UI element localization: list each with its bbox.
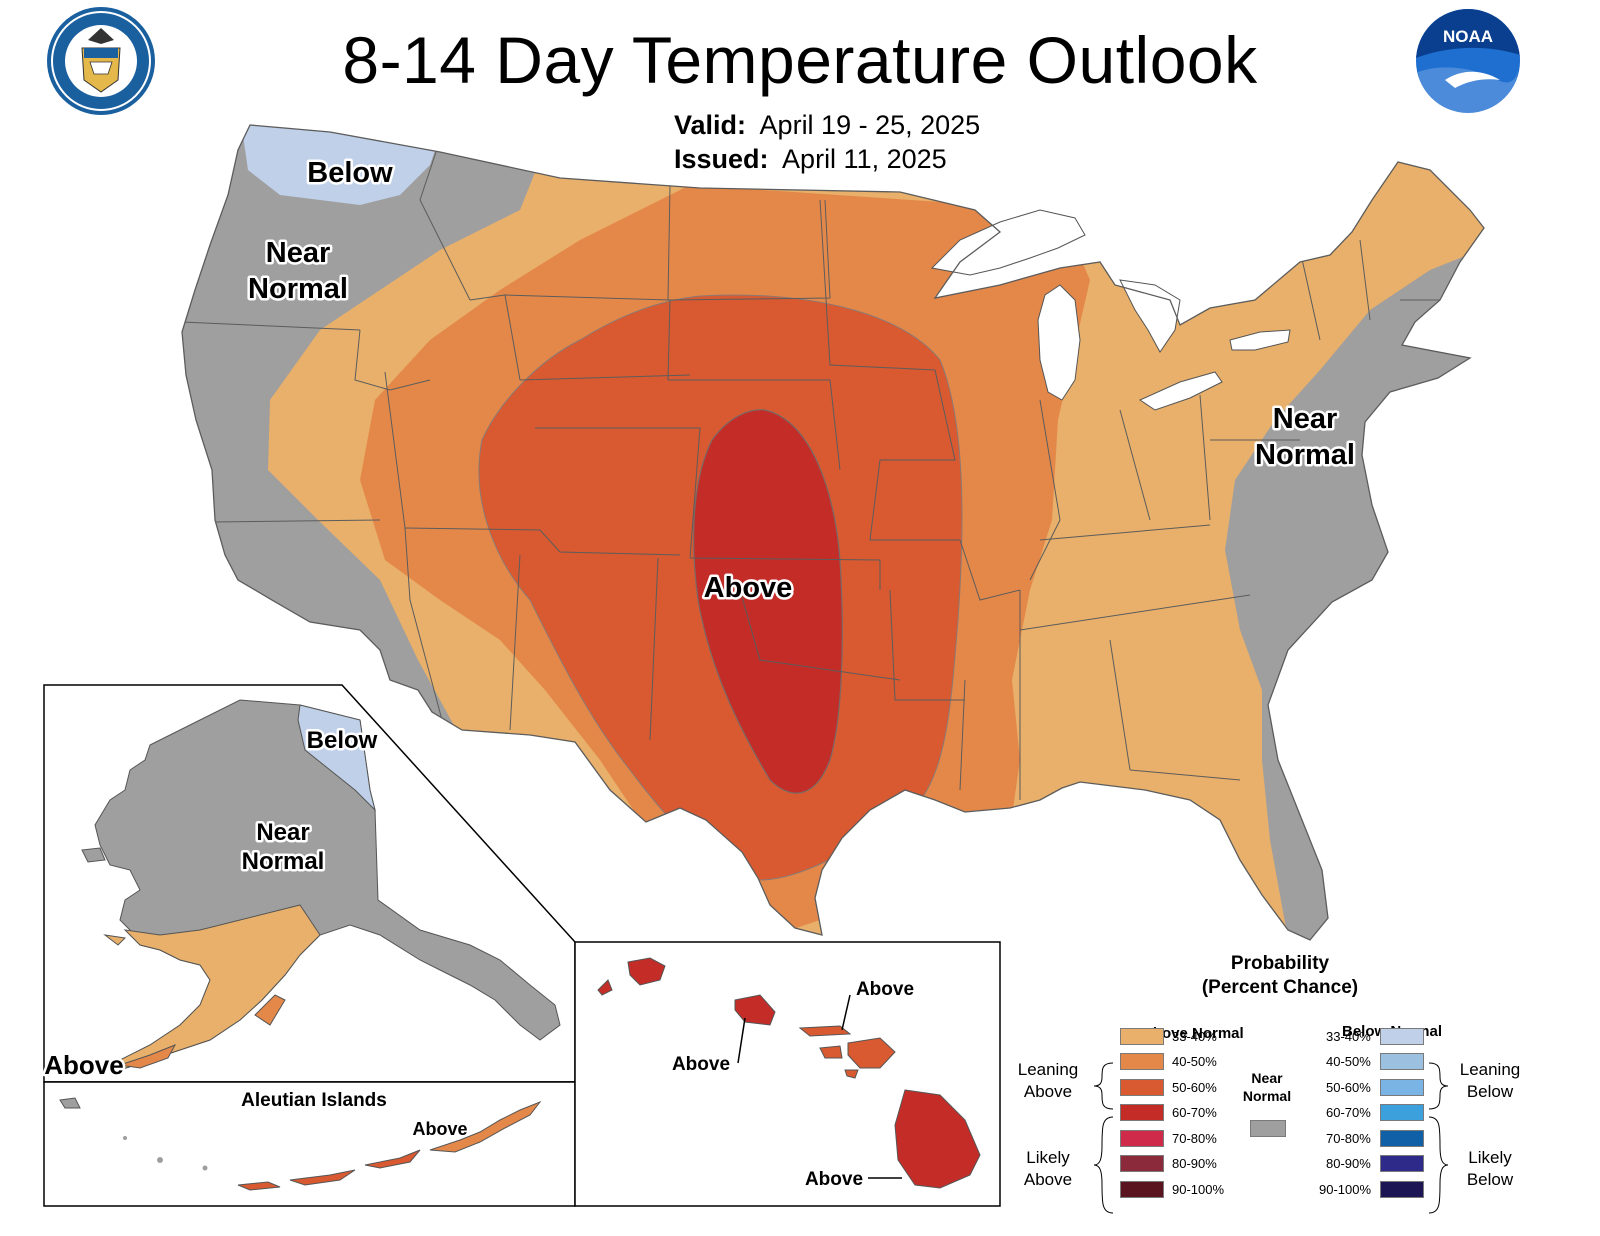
legend-below-swatch-6 <box>1380 1155 1424 1172</box>
legend-title-1: Probability <box>1230 953 1330 974</box>
legend-below-range-6: 80-90% <box>1326 1156 1371 1171</box>
legend-below-swatch-1 <box>1380 1028 1424 1045</box>
conus-near-normal-east-label-1: Near <box>1273 403 1338 435</box>
legend-below-range-4: 60-70% <box>1326 1105 1371 1120</box>
page-title: 8-14 Day Temperature Outlook <box>342 23 1258 97</box>
lake-superior <box>930 209 1086 276</box>
legend-above-swatch-6 <box>1120 1155 1164 1172</box>
legend-leaning-above-1: Leaning <box>1017 1060 1079 1079</box>
commerce-seal <box>47 7 155 115</box>
legend-above-swatch-4 <box>1120 1104 1164 1121</box>
legend-near-normal-swatch <box>1250 1120 1286 1137</box>
legend-title-2: (Percent Chance) <box>1201 977 1359 998</box>
alaska-below <box>297 704 376 812</box>
legend-brace-right <box>1428 1062 1449 1214</box>
legend-likely-below: Likely Below <box>1450 1147 1530 1191</box>
conus-above-60-70 <box>693 409 843 794</box>
aleutian-above-label: Above <box>412 1119 467 1139</box>
legend-below-range-5: 70-80% <box>1326 1131 1371 1146</box>
legend-above-header: Above Normal <box>1142 1025 1244 1042</box>
alaska-below-label: Below <box>307 727 378 754</box>
legend-leaning-below: Leaning Below <box>1450 1059 1530 1103</box>
legend-above-range-2: 40-50% <box>1172 1054 1217 1069</box>
issued-date: April 11, 2025 <box>782 144 947 174</box>
noaa-logo: NOAA <box>1416 9 1520 113</box>
hawaii-above-label-3: Above <box>805 1169 863 1190</box>
aleutian-islands <box>59 1097 542 1191</box>
legend-above-swatch-7 <box>1120 1181 1164 1198</box>
legend-above-swatch-1 <box>1120 1028 1164 1045</box>
legend-likely-below-2: Below <box>1466 1170 1514 1189</box>
legend-above-range-5: 70-80% <box>1172 1131 1217 1146</box>
legend-leaning-above-2: Above <box>1023 1082 1073 1101</box>
hawaii-above-label-2: Above <box>672 1054 730 1075</box>
conus-near-normal-west-label-2: Normal <box>248 273 348 305</box>
aleutian-inset-frame <box>43 1081 576 1207</box>
legend-below-swatch-5 <box>1380 1130 1424 1147</box>
legend-below-range-7: 90-100% <box>1319 1182 1372 1197</box>
aleutian-title: Aleutian Islands <box>241 1090 387 1111</box>
legend-below-range-2: 40-50% <box>1326 1054 1371 1069</box>
noaa-logo-text: NOAA <box>1443 27 1493 46</box>
legend-above-range-6: 80-90% <box>1172 1156 1217 1171</box>
legend-below-swatch-3 <box>1380 1079 1424 1096</box>
legend-below-swatch-4 <box>1380 1104 1424 1121</box>
valid-label: Valid: <box>674 110 747 140</box>
legend-above-range-1: 33-40% <box>1172 1029 1217 1044</box>
conus-above-label: Above <box>704 572 793 604</box>
lake-michigan <box>1037 284 1081 401</box>
hawaii-above-label-1: Above <box>856 979 914 1000</box>
state-boundaries <box>182 139 1440 800</box>
legend-near-normal-label: Near Normal <box>1230 1069 1304 1105</box>
legend-above-swatch-3 <box>1120 1079 1164 1096</box>
legend-brace-left <box>1093 1062 1114 1214</box>
legend-below-range-3: 50-60% <box>1326 1080 1371 1095</box>
issued-line: Issued: April 11, 2025 <box>674 142 980 176</box>
issued-label: Issued: <box>674 144 769 174</box>
legend-leaning-above: Leaning Above <box>1012 1059 1084 1103</box>
legend-likely-above-2: Above <box>1023 1170 1073 1189</box>
legend-above-range-4: 60-70% <box>1172 1105 1217 1120</box>
legend-near-normal-2: Normal <box>1242 1088 1292 1104</box>
alaska-map <box>81 699 561 1071</box>
legend-above-swatch-5 <box>1120 1130 1164 1147</box>
legend-leaning-below-1: Leaning <box>1459 1060 1521 1079</box>
hawaii-leader-lines <box>737 994 902 1179</box>
legend-below-range-1: 33-40% <box>1326 1029 1371 1044</box>
legend-likely-above: Likely Above <box>1012 1147 1084 1191</box>
lake-ontario <box>1229 329 1291 351</box>
conus-near-normal-east-label-2: Normal <box>1255 439 1355 471</box>
alaska-near-label-2: Normal <box>242 848 325 875</box>
valid-line: Valid: April 19 - 25, 2025 <box>674 108 980 142</box>
legend-leaning-below-2: Below <box>1466 1082 1514 1101</box>
legend-below-swatch-2 <box>1380 1053 1424 1070</box>
validity-block: Valid: April 19 - 25, 2025 Issued: April… <box>674 108 980 176</box>
legend-likely-below-1: Likely <box>1468 1148 1512 1167</box>
conus-near-normal-west-label-1: Near <box>266 237 331 269</box>
legend-likely-above-1: Likely <box>1026 1148 1070 1167</box>
valid-dates: April 19 - 25, 2025 <box>759 110 981 140</box>
legend-below-swatch-7 <box>1380 1181 1424 1198</box>
lake-erie <box>1138 371 1223 411</box>
legend-near-normal-1: Near <box>1251 1070 1283 1086</box>
probability-legend: Probability (Percent Chance) Above Norma… <box>1018 953 1530 1235</box>
legend-above-range-3: 50-60% <box>1172 1080 1217 1095</box>
hawaii-islands <box>597 957 981 1189</box>
conus-below-label: Below <box>307 157 393 189</box>
legend-above-range-7: 90-100% <box>1172 1182 1225 1197</box>
legend-above-swatch-2 <box>1120 1053 1164 1070</box>
alaska-near-label-1: Near <box>256 819 309 846</box>
alaska-above-label: Above <box>44 1050 123 1080</box>
